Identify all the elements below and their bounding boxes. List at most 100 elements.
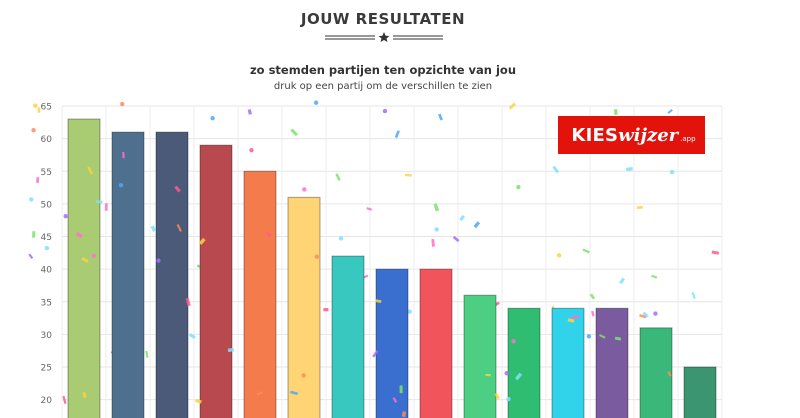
confetti-piece bbox=[667, 371, 672, 377]
confetti-piece bbox=[145, 350, 149, 358]
confetti-dot bbox=[249, 147, 254, 153]
confetti-piece bbox=[619, 277, 625, 285]
confetti-piece bbox=[95, 200, 103, 204]
confetti-piece bbox=[32, 231, 36, 238]
confetti-piece bbox=[122, 151, 125, 159]
confetti-piece bbox=[198, 237, 206, 245]
confetti-piece bbox=[150, 225, 157, 232]
page-title: JOUW RESULTATEN bbox=[300, 10, 466, 28]
confetti-piece bbox=[37, 107, 41, 113]
confetti-piece bbox=[567, 318, 575, 323]
confetti-dot bbox=[338, 236, 344, 241]
confetti-piece bbox=[290, 128, 299, 137]
party-bar[interactable] bbox=[199, 144, 233, 418]
confetti-piece bbox=[81, 257, 89, 263]
confetti-dot bbox=[511, 339, 516, 344]
confetti-piece bbox=[582, 248, 590, 254]
confetti-piece bbox=[599, 334, 606, 339]
confetti-piece bbox=[188, 333, 196, 340]
confetti-piece bbox=[401, 411, 407, 417]
confetti-piece bbox=[431, 238, 435, 247]
chart-subtitle: zo stemden partijen ten opzichte van jou bbox=[249, 63, 517, 77]
confetti-dot bbox=[586, 334, 592, 339]
party-bar[interactable] bbox=[507, 307, 541, 418]
y-tick-label: 50 bbox=[41, 200, 53, 210]
party-bar[interactable] bbox=[595, 307, 629, 418]
confetti-piece bbox=[711, 250, 720, 255]
party-bar[interactable] bbox=[287, 196, 321, 418]
confetti-piece bbox=[174, 185, 181, 193]
confetti-piece bbox=[323, 307, 329, 312]
confetti-piece bbox=[392, 397, 398, 403]
confetti-piece bbox=[433, 203, 440, 212]
party-bar[interactable] bbox=[155, 131, 189, 418]
confetti-piece bbox=[614, 109, 618, 115]
confetti-dot bbox=[556, 253, 562, 258]
party-bar[interactable] bbox=[331, 255, 365, 418]
confetti-piece bbox=[195, 398, 202, 404]
confetti-piece bbox=[185, 297, 191, 307]
confetti-piece bbox=[289, 390, 298, 396]
party-bar[interactable] bbox=[551, 307, 585, 418]
confetti-dot bbox=[29, 197, 34, 202]
logo-text-wijzer: wijzer bbox=[618, 124, 679, 146]
y-tick-label: 25 bbox=[41, 364, 52, 374]
party-bar[interactable] bbox=[375, 268, 409, 418]
confetti-piece bbox=[75, 232, 83, 239]
logo-text-kies: KIES bbox=[571, 124, 619, 146]
confetti-piece bbox=[494, 392, 500, 400]
party-bar[interactable] bbox=[419, 268, 453, 418]
party-bar[interactable] bbox=[463, 294, 497, 418]
confetti-piece bbox=[375, 299, 382, 304]
confetti-piece bbox=[438, 113, 443, 121]
confetti-piece bbox=[256, 391, 264, 396]
confetti-piece bbox=[82, 391, 87, 399]
confetti-dot bbox=[516, 184, 521, 190]
confetti-dot bbox=[407, 309, 412, 314]
confetti-piece bbox=[104, 203, 108, 211]
confetti-dot bbox=[653, 311, 658, 316]
confetti-piece bbox=[571, 315, 580, 319]
confetti-dot bbox=[120, 101, 125, 107]
logo-text-app: .app bbox=[680, 135, 696, 143]
confetti-piece bbox=[642, 311, 649, 318]
y-tick-label: 45 bbox=[41, 233, 52, 243]
confetti-piece bbox=[651, 274, 658, 279]
confetti-dot bbox=[118, 182, 124, 188]
confetti-piece bbox=[552, 165, 560, 174]
confetti-dot bbox=[382, 108, 388, 114]
confetti-piece bbox=[366, 207, 373, 211]
confetti-piece bbox=[636, 206, 643, 210]
confetti-piece bbox=[591, 310, 595, 317]
confetti-piece bbox=[176, 223, 182, 232]
confetti-piece bbox=[394, 130, 400, 139]
confetti-dot bbox=[63, 214, 68, 219]
chart-hint: druk op een partij om de verschillen te … bbox=[273, 81, 493, 92]
confetti-piece bbox=[404, 173, 412, 177]
party-bar[interactable] bbox=[683, 366, 717, 418]
kieswijzer-logo[interactable]: KIES wijzer .app bbox=[558, 116, 705, 154]
confetti-dot bbox=[434, 227, 439, 232]
y-tick-label: 40 bbox=[41, 266, 53, 276]
party-bar[interactable] bbox=[243, 170, 277, 418]
confetti-dot bbox=[314, 254, 320, 259]
confetti-dot bbox=[210, 116, 215, 121]
confetti-dot bbox=[301, 373, 306, 378]
party-bar[interactable] bbox=[639, 327, 673, 418]
confetti-piece bbox=[335, 173, 341, 181]
confetti-piece bbox=[265, 231, 272, 238]
y-tick-label: 30 bbox=[41, 331, 53, 341]
confetti-dot bbox=[44, 245, 50, 251]
confetti-piece bbox=[399, 385, 403, 394]
confetti-piece bbox=[614, 336, 622, 341]
confetti-piece bbox=[626, 166, 633, 172]
confetti-dot bbox=[669, 169, 675, 175]
confetti-dot bbox=[504, 371, 509, 376]
party-bar[interactable] bbox=[67, 118, 101, 418]
y-tick-label: 55 bbox=[41, 168, 52, 178]
star-icon bbox=[378, 32, 390, 42]
confetti-piece bbox=[247, 109, 252, 115]
confetti-dot bbox=[91, 253, 97, 259]
party-bar[interactable] bbox=[111, 131, 145, 418]
